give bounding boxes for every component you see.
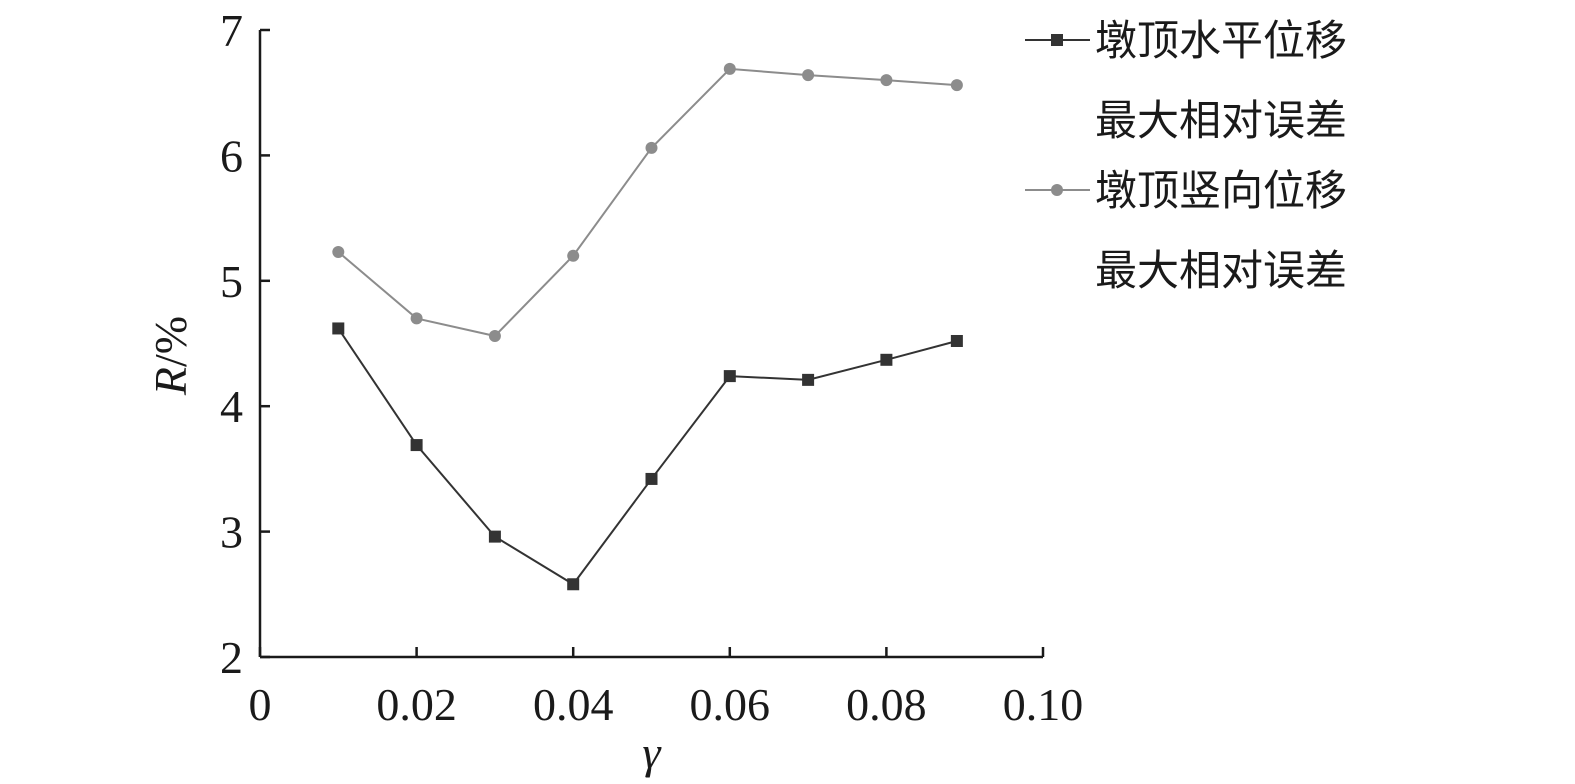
- y-axis-ticks: 2 3 4 5 6 7: [220, 5, 270, 683]
- series-1-point: [645, 472, 658, 485]
- legend-marker: [1051, 184, 1063, 196]
- x-tick-label: 0.04: [533, 679, 614, 730]
- legend-marker: [1051, 34, 1063, 46]
- y-tick-label: 3: [220, 507, 243, 558]
- series-2-point: [567, 249, 580, 262]
- series-1-point: [410, 439, 423, 452]
- legend-label: 最大相对误差: [1095, 96, 1347, 145]
- series-1-point: [332, 322, 345, 335]
- x-tick-label: 0.10: [1003, 679, 1084, 730]
- series-1-point: [880, 353, 893, 366]
- series-2-point: [802, 69, 815, 82]
- series-2-line: [337, 67, 957, 338]
- series-2-point: [880, 74, 893, 87]
- series-layer: [332, 62, 963, 591]
- series-2-point: [723, 62, 736, 75]
- series-1-point: [802, 373, 815, 386]
- series-2-point: [950, 79, 963, 92]
- series-1: [332, 322, 963, 591]
- y-axis-title-unit: /%: [145, 316, 196, 367]
- series-2-point: [645, 141, 658, 154]
- axes: [258, 30, 1043, 659]
- y-axis-title: R/%: [145, 316, 196, 396]
- x-axis-title: γ: [642, 727, 662, 778]
- x-axis-ticks: 0 0.02 0.04 0.06 0.08 0.10: [249, 647, 1084, 730]
- y-tick-label: 2: [220, 632, 243, 683]
- legend-label: 墩顶水平位移: [1095, 16, 1347, 65]
- y-tick-label: 4: [220, 381, 243, 432]
- y-tick-label: 5: [220, 256, 243, 307]
- series-1-line: [337, 327, 958, 586]
- y-tick-label: 7: [220, 5, 243, 56]
- series-2: [332, 62, 963, 342]
- legend-label: 最大相对误差: [1095, 246, 1347, 295]
- x-tick-label: 0.06: [690, 679, 771, 730]
- x-tick-label: 0: [249, 679, 272, 730]
- series-2-point: [410, 312, 423, 325]
- series-1-point: [723, 370, 736, 383]
- y-axis-title-variable: R: [145, 367, 196, 396]
- y-tick-label: 6: [220, 130, 243, 181]
- series-1-point: [567, 578, 580, 591]
- legend-label: 墩顶竖向位移: [1095, 166, 1347, 215]
- x-tick-label: 0.02: [376, 679, 457, 730]
- series-2-point: [332, 245, 345, 258]
- series-1-point: [488, 530, 501, 543]
- x-tick-label: 0.08: [846, 679, 927, 730]
- series-2-point: [488, 329, 501, 342]
- series-1-point: [950, 334, 963, 347]
